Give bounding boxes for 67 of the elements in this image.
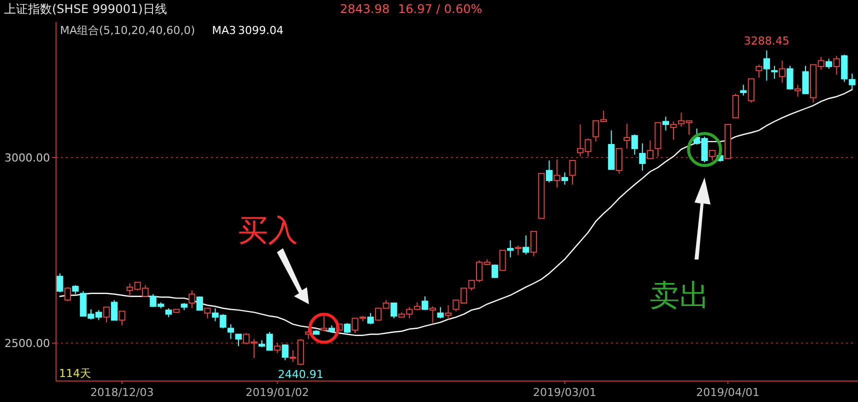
y-tick-label: 2500.00 bbox=[4, 337, 50, 350]
candlestick bbox=[274, 342, 281, 354]
candlestick bbox=[833, 55, 840, 76]
candlestick bbox=[662, 116, 670, 131]
candlestick bbox=[235, 334, 242, 347]
annotation: 3099.04 bbox=[238, 24, 284, 37]
candlestick bbox=[499, 250, 506, 271]
candlestick bbox=[748, 78, 754, 104]
candlestick bbox=[732, 93, 739, 118]
candlestick bbox=[56, 272, 64, 293]
candlestick bbox=[546, 160, 552, 183]
candlestick bbox=[709, 150, 716, 161]
candlestick bbox=[646, 140, 654, 160]
candlestick bbox=[826, 58, 832, 70]
candlestick bbox=[530, 230, 537, 257]
candlestick bbox=[196, 296, 203, 311]
legend-title: MA组合(5,10,20,40,60,0) bbox=[60, 24, 196, 37]
candlestick bbox=[507, 240, 514, 258]
candlestick bbox=[786, 65, 794, 90]
candlestick bbox=[444, 304, 452, 320]
candlestick bbox=[437, 306, 444, 319]
candlestick bbox=[670, 120, 677, 140]
candlestick bbox=[514, 244, 522, 256]
candlestick bbox=[204, 308, 211, 319]
candlestick bbox=[522, 234, 530, 255]
candlestick bbox=[64, 286, 71, 302]
x-tick-label: 2019/03/01 bbox=[533, 386, 596, 399]
candlestick bbox=[227, 324, 234, 340]
text: 16.97 / 0.60% bbox=[398, 2, 482, 16]
candlestick bbox=[554, 158, 560, 188]
candlestick bbox=[802, 65, 809, 94]
line-series bbox=[59, 88, 853, 336]
candlestick bbox=[778, 60, 786, 84]
candlestick bbox=[624, 123, 630, 150]
y-tick-label: 3000.00 bbox=[4, 152, 50, 165]
annotation: 卖出 bbox=[650, 278, 710, 314]
candlestick bbox=[320, 316, 328, 332]
candlestick bbox=[616, 148, 622, 174]
candlestick bbox=[103, 306, 110, 323]
candlestick bbox=[756, 64, 762, 78]
candlestick bbox=[118, 310, 126, 326]
annotation: 2440.91 bbox=[278, 368, 324, 382]
candlestick bbox=[740, 84, 747, 96]
candlestick bbox=[631, 134, 638, 156]
candlestick bbox=[771, 65, 778, 80]
candlestick bbox=[422, 296, 428, 311]
candlestick bbox=[110, 300, 118, 321]
candlestick bbox=[344, 322, 351, 334]
annotation: 3288.45 bbox=[744, 34, 790, 48]
candlestick bbox=[639, 142, 646, 171]
x-tick-label: 2019/01/02 bbox=[246, 386, 310, 399]
candlestick bbox=[569, 160, 576, 186]
candlestick bbox=[794, 84, 802, 98]
chart-title: 上证指数(SHSE 999001)日线 bbox=[4, 2, 167, 16]
candlestick bbox=[188, 290, 196, 309]
candlestick bbox=[282, 344, 288, 361]
annotation: 买入 bbox=[238, 213, 298, 248]
candlestick bbox=[429, 306, 436, 324]
text: MA3 bbox=[212, 24, 236, 37]
candlestick bbox=[367, 312, 374, 325]
candlestick bbox=[390, 302, 398, 319]
annotation: 114天 bbox=[59, 367, 91, 380]
candlestick bbox=[561, 172, 568, 186]
x-tick-label: 2018/12/03 bbox=[90, 386, 154, 399]
x-tick-label: 2019/04/01 bbox=[696, 386, 760, 399]
candlestick bbox=[763, 50, 770, 82]
text: 2843.98 bbox=[340, 2, 390, 16]
